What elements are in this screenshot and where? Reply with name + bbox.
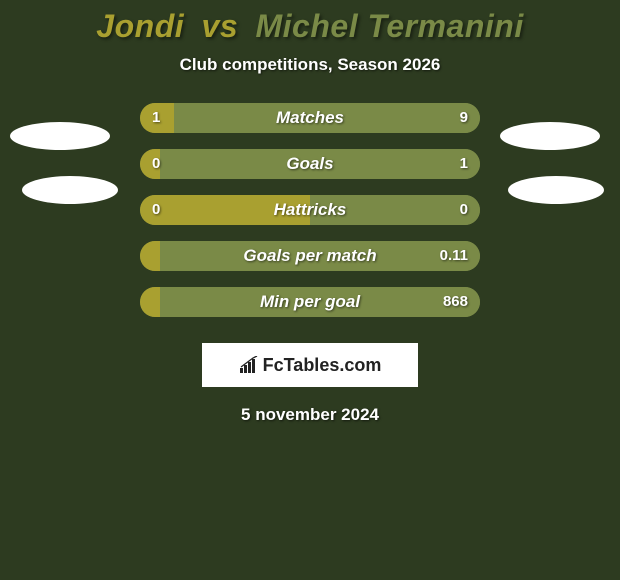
stat-value-right: 0.11 bbox=[440, 241, 468, 271]
stat-fill-left bbox=[140, 195, 310, 225]
stat-value-right: 1 bbox=[460, 149, 468, 179]
stat-fill-right bbox=[174, 103, 480, 133]
subtitle: Club competitions, Season 2026 bbox=[0, 55, 620, 75]
page-title: Jondi vs Michel Termanini bbox=[0, 0, 620, 45]
player2-name: Michel Termanini bbox=[256, 8, 524, 44]
stat-fill-right bbox=[160, 241, 480, 271]
stat-track bbox=[140, 103, 480, 133]
player1-name: Jondi bbox=[96, 8, 184, 44]
source-name: FcTables.com bbox=[263, 355, 382, 376]
stat-fill-left bbox=[140, 287, 160, 317]
stat-value-right: 0 bbox=[460, 195, 468, 225]
stat-row: Goals per match0.11 bbox=[0, 241, 620, 287]
stat-value-left: 0 bbox=[152, 195, 160, 225]
comparison-infographic: Jondi vs Michel Termanini Club competiti… bbox=[0, 0, 620, 580]
stat-fill-left bbox=[140, 241, 160, 271]
stat-bars: Matches19Goals01Hattricks00Goals per mat… bbox=[0, 103, 620, 333]
stat-track bbox=[140, 241, 480, 271]
bar-chart-icon bbox=[239, 356, 259, 374]
stat-track bbox=[140, 195, 480, 225]
stat-row: Hattricks00 bbox=[0, 195, 620, 241]
stat-value-right: 868 bbox=[443, 287, 468, 317]
source-logo-box: FcTables.com bbox=[202, 343, 418, 387]
vs-text: vs bbox=[202, 8, 239, 44]
stat-value-left: 1 bbox=[152, 103, 160, 133]
stat-value-left: 0 bbox=[152, 149, 160, 179]
stat-row: Min per goal868 bbox=[0, 287, 620, 333]
stat-fill-right bbox=[160, 149, 480, 179]
source-logo: FcTables.com bbox=[239, 355, 382, 376]
stat-track bbox=[140, 287, 480, 317]
stat-value-right: 9 bbox=[460, 103, 468, 133]
stat-row: Matches19 bbox=[0, 103, 620, 149]
stat-fill-right bbox=[160, 287, 480, 317]
stat-track bbox=[140, 149, 480, 179]
date-text: 5 november 2024 bbox=[0, 405, 620, 425]
stat-fill-right bbox=[310, 195, 480, 225]
stat-row: Goals01 bbox=[0, 149, 620, 195]
